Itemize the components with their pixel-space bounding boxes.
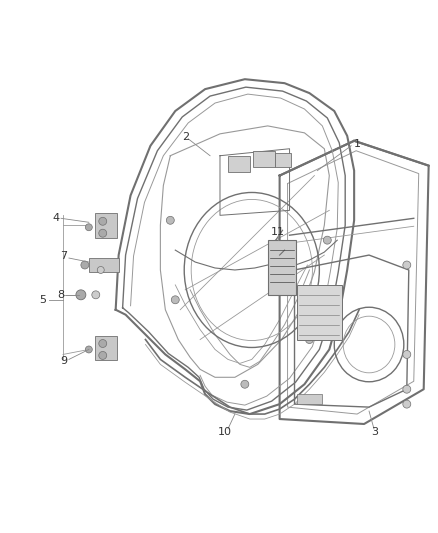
Bar xyxy=(297,285,342,340)
Circle shape xyxy=(92,291,100,299)
Circle shape xyxy=(99,229,107,237)
Bar xyxy=(253,151,275,167)
Circle shape xyxy=(403,261,411,269)
Circle shape xyxy=(171,296,179,304)
Circle shape xyxy=(166,216,174,224)
Circle shape xyxy=(403,400,411,408)
Text: 7: 7 xyxy=(60,251,67,261)
Circle shape xyxy=(403,385,411,393)
Bar xyxy=(268,240,296,295)
Circle shape xyxy=(85,224,92,231)
Circle shape xyxy=(305,336,314,343)
Text: 4: 4 xyxy=(53,213,60,223)
Text: 3: 3 xyxy=(371,427,378,437)
Bar xyxy=(297,394,322,404)
Circle shape xyxy=(99,351,107,359)
Bar xyxy=(228,156,250,172)
Bar xyxy=(275,153,290,167)
Bar xyxy=(95,336,117,360)
Circle shape xyxy=(99,340,107,348)
Text: 2: 2 xyxy=(182,132,189,142)
Bar xyxy=(95,213,117,238)
Text: 8: 8 xyxy=(57,290,64,300)
Circle shape xyxy=(76,290,86,300)
Circle shape xyxy=(97,266,104,273)
Circle shape xyxy=(81,261,89,269)
Circle shape xyxy=(323,236,331,244)
Circle shape xyxy=(85,346,92,353)
Text: 9: 9 xyxy=(60,357,67,366)
Text: 5: 5 xyxy=(39,295,46,305)
Text: 11: 11 xyxy=(271,227,285,237)
Circle shape xyxy=(99,217,107,225)
Circle shape xyxy=(241,380,249,388)
Text: 10: 10 xyxy=(218,427,232,437)
Text: 1: 1 xyxy=(354,139,361,149)
Bar xyxy=(89,258,119,272)
Circle shape xyxy=(403,351,411,358)
